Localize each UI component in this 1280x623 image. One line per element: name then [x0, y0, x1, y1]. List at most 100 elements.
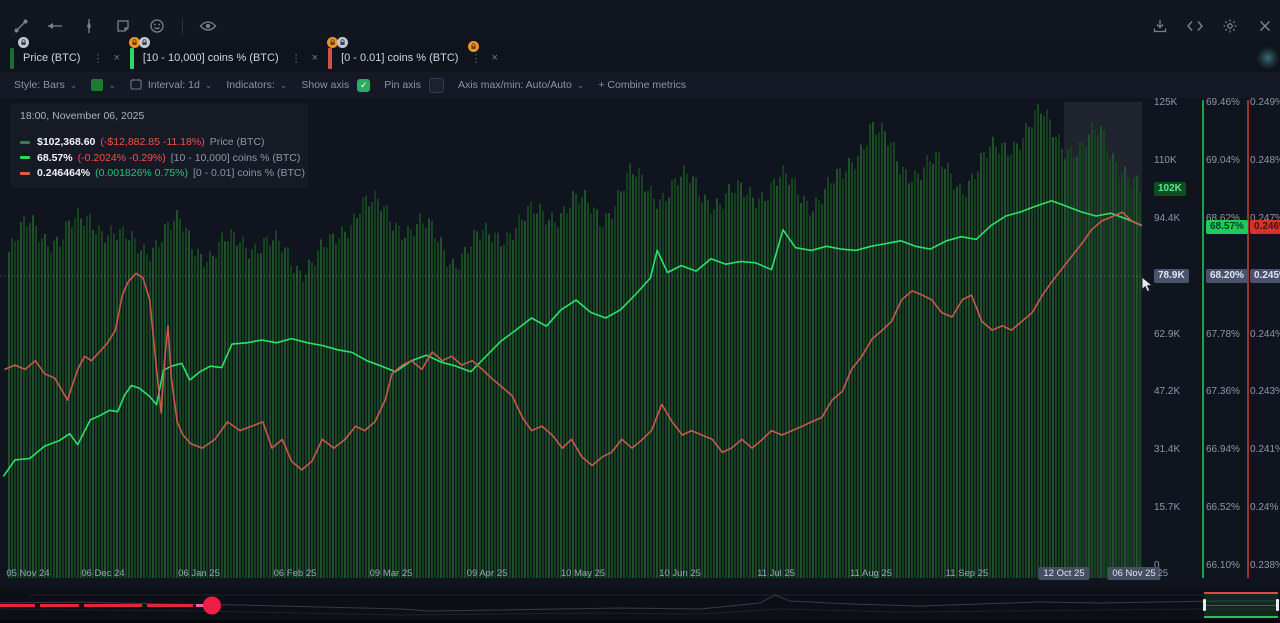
price-bar [26, 225, 28, 578]
price-bar [143, 243, 145, 578]
chart-plot-area[interactable] [0, 98, 1143, 578]
price-bar [11, 238, 13, 578]
show-axis-toggle[interactable]: Show axis ✓ [301, 78, 371, 92]
price-bar [1055, 137, 1057, 578]
price-bar [269, 245, 271, 578]
price-bar [437, 241, 439, 578]
progress-segment[interactable] [84, 604, 142, 607]
tab-0-001-coins[interactable]: [0 - 0.01] coins % (BTC) ⋮ × [327, 37, 498, 72]
lock-icon [468, 41, 479, 52]
price-bar [497, 232, 499, 578]
calendar-icon [130, 78, 142, 93]
price-bar [23, 216, 25, 578]
price-bar [1139, 191, 1141, 578]
price-bar [503, 244, 505, 578]
lock-icon [128, 37, 140, 48]
checkbox-checked-icon[interactable]: ✓ [357, 78, 371, 92]
price-bar [305, 274, 307, 578]
price-bar [944, 168, 946, 578]
price-bar [635, 176, 637, 578]
price-bar [506, 231, 508, 578]
scrubber-handle[interactable] [203, 596, 221, 615]
price-bar [47, 246, 49, 578]
green-axis-line[interactable] [1202, 100, 1204, 578]
price-bar [854, 168, 856, 578]
settings-gear-icon[interactable] [1221, 17, 1239, 35]
code-icon[interactable] [1186, 17, 1204, 35]
red-axis-line[interactable] [1247, 100, 1249, 578]
price-bar [935, 151, 937, 578]
trend-line-tool-icon[interactable] [12, 17, 30, 35]
horizontal-arrow-tool-icon[interactable] [46, 17, 64, 35]
download-icon[interactable] [1151, 17, 1169, 35]
axis-maxmin-dropdown[interactable]: Axis max/min: Auto/Auto ⌄ [458, 79, 584, 91]
price-bar [1022, 137, 1024, 578]
price-bar [56, 236, 58, 578]
timeline-navigator[interactable] [0, 589, 1280, 620]
note-tool-icon[interactable] [114, 17, 132, 35]
price-bar [260, 253, 262, 578]
tab-close-icon[interactable]: × [113, 52, 120, 64]
x-axis-label: 06 Dec 24 [81, 568, 125, 579]
price-bar [104, 242, 106, 578]
price-bar [158, 247, 160, 578]
price-bar [272, 240, 274, 578]
emoji-tool-icon[interactable] [148, 17, 166, 35]
tab-menu-icon[interactable]: ⋮ [470, 52, 482, 65]
progress-segment[interactable] [40, 604, 79, 607]
series-color-bar [328, 47, 333, 69]
top-toolbar [0, 0, 1280, 40]
tab-close-icon[interactable]: × [491, 52, 498, 64]
tab-10-10000-coins[interactable]: [10 - 10,000] coins % (BTC) ⋮ × [128, 37, 319, 72]
visibility-icon[interactable] [199, 17, 217, 35]
red-tick-label: 0.243% [1250, 386, 1280, 398]
x-axis-label: 06 Jan 25 [178, 568, 220, 579]
price-bar [815, 197, 817, 578]
price-bar [821, 203, 823, 578]
price-bar [1043, 116, 1045, 578]
price-bar [983, 151, 985, 578]
price-current-badge: 102K [1154, 182, 1186, 196]
tab-close-icon[interactable]: × [311, 52, 319, 64]
close-icon[interactable] [1256, 17, 1274, 35]
selection-left-handle[interactable] [1203, 599, 1206, 611]
pin-axis-toggle[interactable]: Pin axis [384, 77, 444, 93]
price-bar [905, 168, 907, 578]
price-tick-label: 62.9K [1154, 328, 1181, 340]
price-bar [923, 167, 925, 578]
price-bar [737, 180, 739, 578]
navigator-selection-box[interactable] [1203, 592, 1279, 618]
price-bar [896, 161, 898, 578]
tab-price-btc[interactable]: Price (BTC) ⋮ × [10, 37, 120, 72]
progress-segment[interactable] [147, 604, 193, 607]
price-bar [290, 265, 292, 578]
lock-icon [18, 37, 29, 48]
tooltip-row-price: $102,368.60 (-$12,882.85 -11.18%) Price … [20, 136, 298, 148]
tab-menu-icon[interactable]: ⋮ [92, 52, 104, 65]
combine-metrics-button[interactable]: + Combine metrics [598, 79, 686, 91]
price-bar [830, 183, 832, 578]
interval-dropdown[interactable]: Interval: 1d ⌄ [130, 78, 212, 93]
price-bar [614, 206, 616, 578]
price-bar [473, 229, 475, 578]
checkbox-unchecked-icon[interactable] [429, 77, 444, 93]
price-bar [353, 213, 355, 578]
price-bar [392, 230, 394, 578]
tab-menu-icon[interactable]: ⋮ [290, 52, 302, 65]
price-bar [962, 193, 964, 578]
indicators-dropdown[interactable]: Indicators: ⌄ [226, 79, 287, 91]
selection-right-handle[interactable] [1276, 599, 1279, 611]
vertical-line-tool-icon[interactable] [80, 17, 98, 35]
price-bar [350, 225, 352, 578]
price-bar [722, 208, 724, 578]
price-bar [1130, 186, 1132, 578]
price-bar [641, 175, 643, 578]
price-bar [980, 152, 982, 578]
tooltip-timestamp: 18:00, November 06, 2025 [20, 110, 145, 122]
color-swatch-dropdown[interactable]: ⌄ [91, 79, 116, 91]
navigator-sparkline [0, 594, 1280, 616]
progress-segment[interactable] [0, 604, 35, 607]
style-dropdown[interactable]: Style: Bars ⌄ [14, 79, 77, 91]
price-bar [329, 234, 331, 578]
price-bar [431, 220, 433, 578]
